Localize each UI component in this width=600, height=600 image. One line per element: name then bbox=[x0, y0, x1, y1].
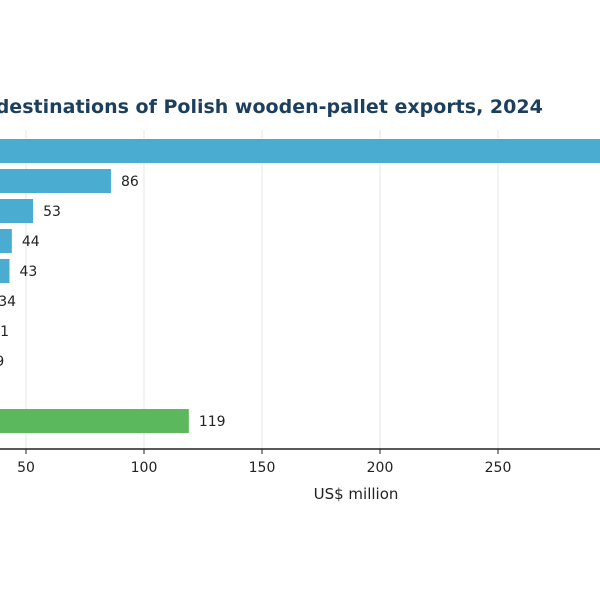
bar-3 bbox=[0, 199, 34, 223]
grid-lines bbox=[25, 130, 499, 449]
x-tick-label-100: 100 bbox=[131, 460, 158, 476]
data-label-7: 31 bbox=[0, 324, 9, 340]
data-label-2: 86 bbox=[121, 174, 139, 190]
bars bbox=[0, 139, 600, 433]
bar-1 bbox=[0, 139, 600, 163]
data-label-5: 43 bbox=[19, 264, 37, 280]
x-tick-label-250: 250 bbox=[485, 460, 512, 476]
x-tick-label-200: 200 bbox=[367, 460, 394, 476]
data-label-3: 53 bbox=[43, 204, 61, 220]
data-label-6: 34 bbox=[0, 294, 16, 310]
x-tick-label-50: 50 bbox=[17, 460, 35, 476]
chart-title: Top destinations of Polish wooden-pallet… bbox=[0, 96, 543, 118]
x-axis-ticks: 050100150200250300 bbox=[17, 449, 512, 476]
bar-5 bbox=[0, 259, 10, 283]
data-label-4: 44 bbox=[22, 234, 40, 250]
data-label-10: 119 bbox=[199, 414, 226, 430]
bar-4 bbox=[0, 229, 12, 253]
x-axis-label: US$ million bbox=[314, 485, 399, 503]
bar-10 bbox=[0, 409, 189, 433]
data-label-8: 29 bbox=[0, 354, 4, 370]
x-tick-label-150: 150 bbox=[249, 460, 276, 476]
bar-2 bbox=[0, 169, 111, 193]
